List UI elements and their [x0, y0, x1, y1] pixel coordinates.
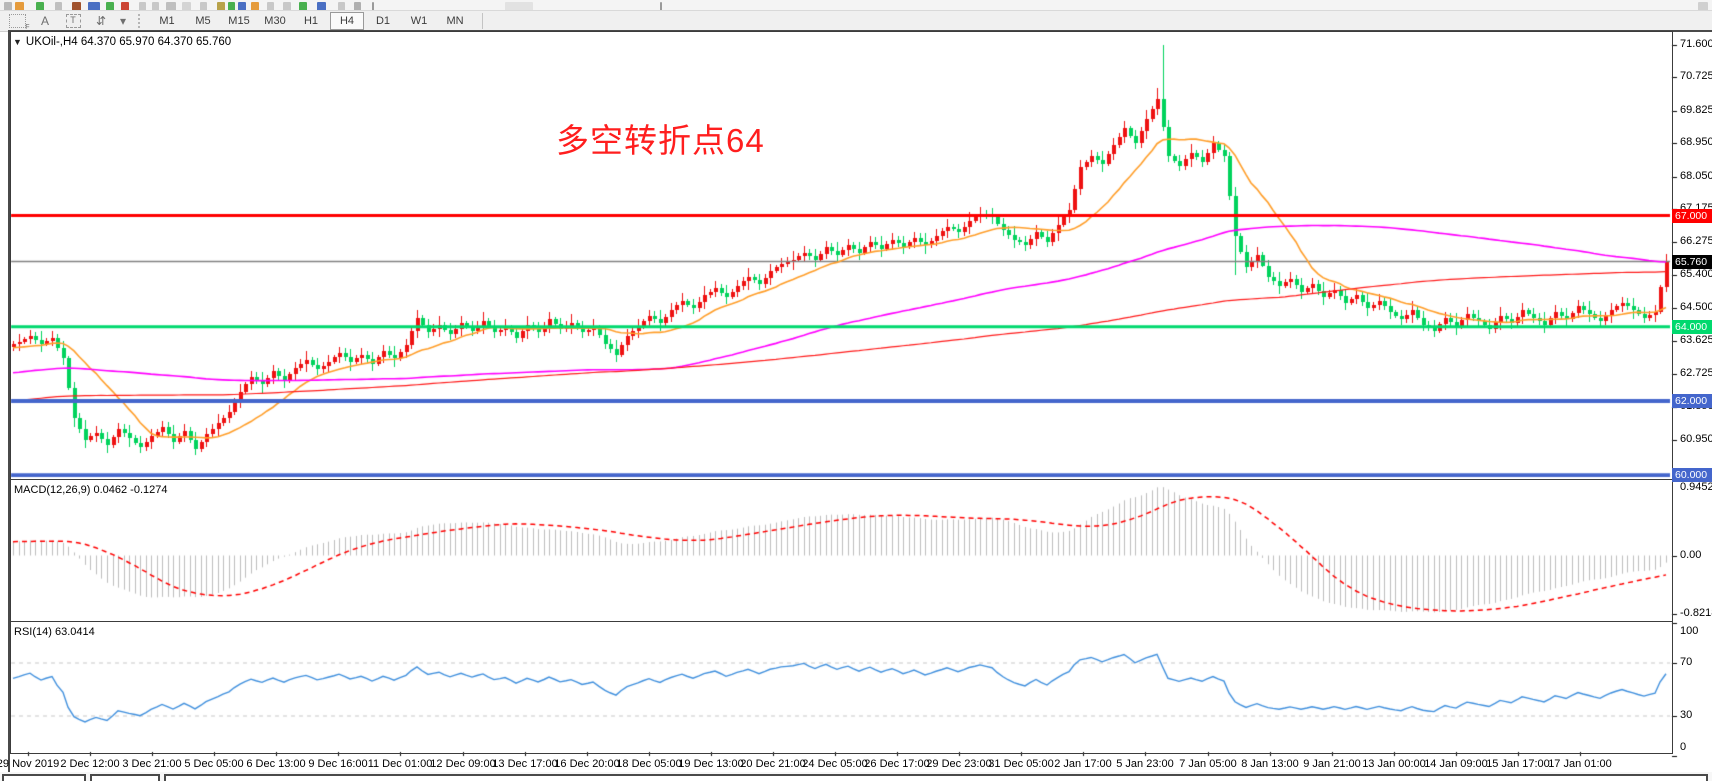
time-axis-label: 13 Jan 00:00: [1362, 758, 1426, 770]
bid-price-label: 65.760: [1672, 255, 1712, 269]
time-axis-label: 7 Jan 05:00: [1179, 758, 1237, 770]
main-chart-panel: [10, 31, 1673, 480]
price-tick-label: 71.600: [1680, 38, 1712, 50]
time-axis-label: 24 Dec 05:00: [802, 758, 868, 770]
time-axis-label: 6 Dec 13:00: [246, 758, 306, 770]
macd-indicator-label: MACD(12,26,9) 0.0462 -0.1274: [14, 484, 168, 496]
chart-tab[interactable]: [90, 774, 160, 781]
hline-price-label: 67.000: [1672, 209, 1712, 223]
chart-title: ▼ UKOil-,H4 64.370 65.970 64.370 65.760: [13, 36, 231, 48]
hline-price-label: 64.000: [1672, 320, 1712, 334]
time-axis-label: 3 Dec 21:00: [122, 758, 182, 770]
price-tick-label: 60.950: [1680, 433, 1712, 445]
macd-panel: [10, 479, 1673, 622]
time-axis-label: 12 Dec 09:00: [430, 758, 496, 770]
rsi-indicator-label: RSI(14) 63.0414: [14, 626, 95, 638]
bottom-tab-strip: [0, 772, 1712, 781]
rsi-scale-label: 30: [1680, 709, 1693, 721]
macd-scale-label: -0.8218: [1680, 607, 1712, 619]
price-tick-label: 62.725: [1680, 367, 1712, 379]
rsi-panel: [10, 621, 1673, 754]
chart-tab[interactable]: [164, 774, 1708, 781]
rsi-scale-label: 0: [1680, 741, 1687, 753]
time-axis-label: 31 Dec 05:00: [988, 758, 1054, 770]
time-axis-label: 9 Jan 21:00: [1303, 758, 1361, 770]
time-axis-label: 2 Dec 12:00: [60, 758, 120, 770]
time-axis-label: 18 Dec 05:00: [616, 758, 682, 770]
symbol-dropdown-icon[interactable]: ▼: [13, 37, 22, 47]
hline-price-label: 62.000: [1672, 394, 1712, 408]
time-axis-label: 19 Dec 13:00: [678, 758, 744, 770]
time-axis-label: 11 Dec 01:00: [367, 758, 433, 770]
time-axis-label: 20 Dec 21:00: [740, 758, 806, 770]
time-axis-label: 2 Jan 17:00: [1054, 758, 1112, 770]
time-axis-label: 13 Dec 17:00: [492, 758, 558, 770]
price-tick-label: 69.825: [1680, 104, 1712, 116]
price-tick-label: 63.625: [1680, 334, 1712, 346]
time-axis-label: 9 Dec 16:00: [308, 758, 368, 770]
time-axis-label: 5 Jan 23:00: [1116, 758, 1174, 770]
chart-title-text: UKOil-,H4 64.370 65.970 64.370 65.760: [25, 36, 232, 48]
time-axis-label: 8 Jan 13:00: [1241, 758, 1299, 770]
price-tick-label: 68.050: [1680, 170, 1712, 182]
rsi-scale-label: 70: [1680, 656, 1693, 668]
price-tick-label: 64.500: [1680, 301, 1712, 313]
time-axis-label: 14 Jan 09:00: [1424, 758, 1488, 770]
price-tick-label: 66.275: [1680, 235, 1712, 247]
macd-scale-label: 0.00: [1680, 549, 1702, 561]
chart-tab[interactable]: [2, 774, 86, 781]
macd-scale-label: 0.9452: [1680, 481, 1712, 493]
price-tick-label: 70.725: [1680, 70, 1712, 82]
price-tick-label: 68.950: [1680, 136, 1712, 148]
hline-price-label: 60.000: [1672, 468, 1712, 482]
time-axis-label: 15 Jan 17:00: [1486, 758, 1550, 770]
price-tick-label: 65.400: [1680, 268, 1712, 280]
time-axis-label: 17 Jan 01:00: [1548, 758, 1612, 770]
chart-annotation-text: 多空转折点64: [556, 122, 765, 159]
time-axis-label: 29 Dec 23:00: [926, 758, 992, 770]
time-axis-label: 5 Dec 05:00: [184, 758, 244, 770]
time-axis-label: 26 Dec 17:00: [864, 758, 930, 770]
rsi-scale-label: 100: [1680, 625, 1699, 637]
time-axis-label: 16 Dec 20:00: [554, 758, 620, 770]
time-axis-label: 29 Nov 2019: [0, 758, 60, 770]
